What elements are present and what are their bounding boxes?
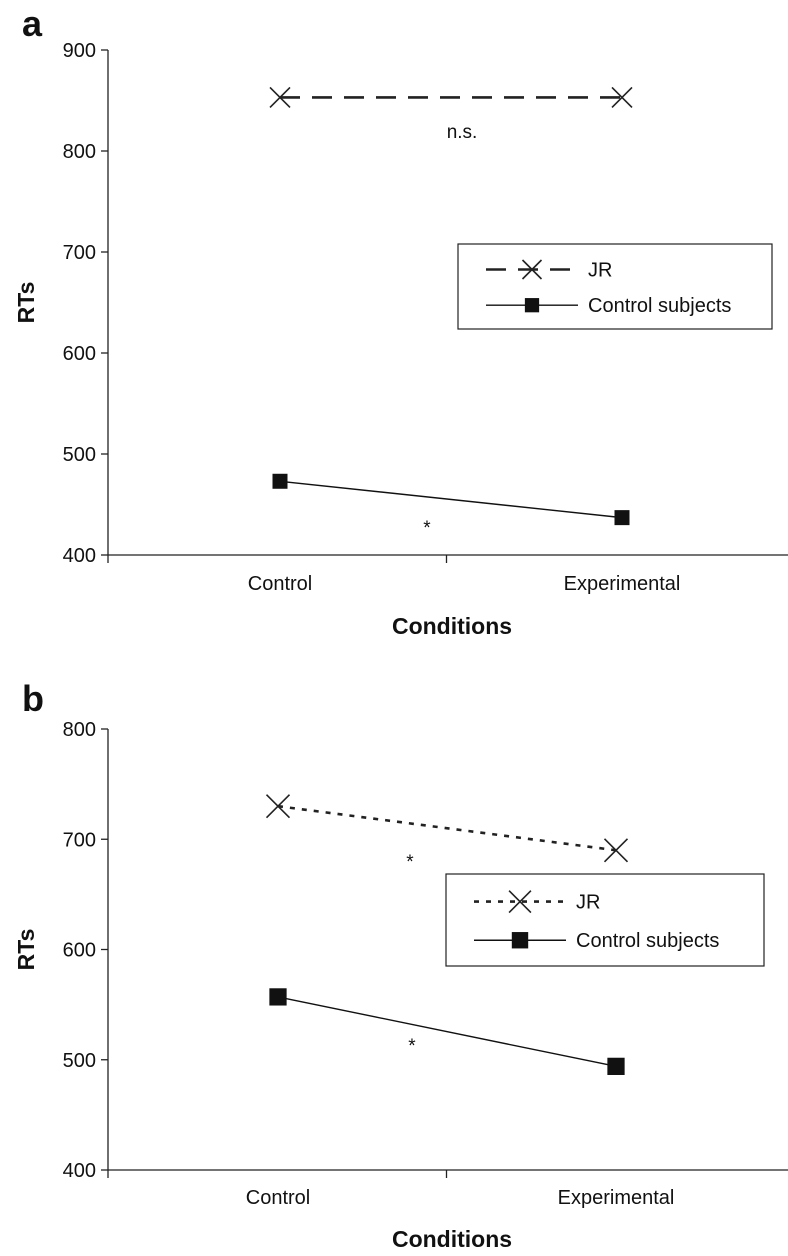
panel-letter: a — [22, 3, 43, 44]
legend-box — [445, 873, 765, 967]
y-tick-label: 800 — [63, 719, 96, 741]
legend-box — [457, 243, 773, 330]
y-tick-label: 400 — [63, 545, 96, 567]
legend: JR Control subjects — [457, 243, 773, 330]
data-point — [272, 473, 288, 489]
significance-annotation: * — [408, 1036, 416, 1057]
x-tick-label: Experimental — [564, 573, 681, 595]
series-control-subjects — [272, 473, 630, 526]
data-point — [603, 838, 629, 863]
series-jr — [265, 794, 629, 863]
data-point — [269, 988, 287, 1006]
series-line — [279, 480, 623, 519]
y-axis-title: RTs — [13, 929, 39, 971]
y-tick-label: 700 — [63, 829, 96, 851]
chart-panel-a: a 400 500 600 700 800 900 Control Experimental Co… — [13, 3, 788, 639]
data-point — [614, 510, 630, 526]
y-tick-label: 800 — [63, 141, 96, 163]
legend-marker — [511, 932, 529, 949]
series-control-subjects — [269, 988, 625, 1075]
legend-marker — [524, 298, 540, 313]
y-tick-label: 500 — [63, 1050, 96, 1072]
series-jr — [269, 86, 633, 109]
y-axis-title: RTs — [13, 282, 39, 324]
y-tick-label: 900 — [63, 40, 96, 62]
series-line — [277, 804, 617, 852]
legend-label: JR — [588, 260, 612, 282]
y-tick-label: 700 — [63, 242, 96, 264]
y-tick-label: 600 — [63, 940, 96, 962]
y-tick-label: 400 — [63, 1160, 96, 1182]
legend-marker — [508, 890, 532, 914]
x-axis-title: Conditions — [392, 613, 512, 639]
data-point — [265, 794, 291, 819]
legend-label: Control subjects — [588, 295, 731, 317]
legend-marker — [521, 259, 543, 280]
legend-label: JR — [576, 892, 600, 914]
data-point — [607, 1057, 625, 1075]
x-tick-label: Control — [248, 573, 312, 595]
significance-annotation: n.s. — [447, 122, 478, 143]
y-tick-label: 500 — [63, 444, 96, 466]
series-line — [277, 996, 617, 1068]
data-point — [269, 86, 291, 109]
significance-annotation: * — [406, 852, 414, 873]
legend-label: Control subjects — [576, 930, 719, 952]
x-axis-title: Conditions — [392, 1226, 512, 1252]
panel-letter: b — [22, 678, 44, 719]
y-tick-label: 600 — [63, 343, 96, 365]
significance-annotation: * — [423, 518, 431, 539]
data-point — [611, 86, 633, 109]
x-tick-label: Experimental — [558, 1187, 675, 1209]
chart-panel-b: b 400 500 600 700 800 Control Experimental Condi… — [13, 678, 788, 1252]
legend: JR Control subjects — [445, 873, 765, 967]
x-tick-label: Control — [246, 1187, 310, 1209]
